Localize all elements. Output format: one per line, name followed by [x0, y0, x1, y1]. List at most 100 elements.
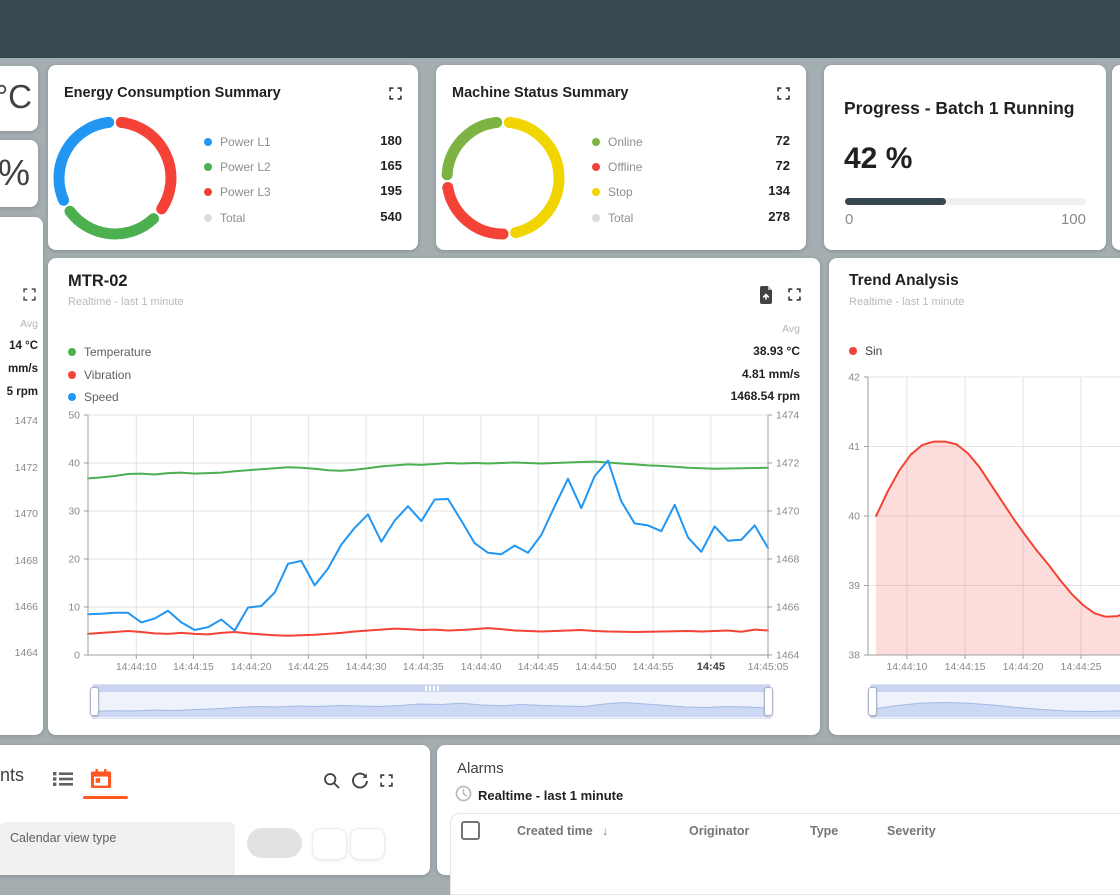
- legend-row[interactable]: Power L1180: [204, 133, 402, 149]
- fullscreen-icon[interactable]: [23, 288, 36, 301]
- axis-label: 1474: [15, 415, 38, 427]
- svg-text:14:44:25: 14:44:25: [1061, 661, 1102, 673]
- select-all-checkbox[interactable]: [461, 821, 480, 840]
- legend-value-partial: 14 °C: [9, 340, 38, 352]
- svg-text:10: 10: [68, 602, 80, 614]
- card-right-partial: [1112, 65, 1120, 250]
- card-energy-consumption-summary: Energy Consumption Summary Power L1180 P…: [48, 65, 418, 250]
- legend-row[interactable]: Vibration4.81 mm/s: [68, 366, 800, 382]
- svg-text:40: 40: [68, 458, 80, 470]
- navigator-track[interactable]: [871, 685, 1120, 692]
- svg-text:14:44:40: 14:44:40: [461, 661, 502, 673]
- avg-column-label: Avg: [20, 318, 38, 330]
- legend-row[interactable]: Total540: [204, 209, 402, 225]
- refresh-icon[interactable]: [351, 772, 369, 790]
- legend-row[interactable]: Online72: [592, 133, 790, 149]
- legend-value-partial: mm/s: [8, 363, 38, 375]
- column-header-type[interactable]: Type: [810, 824, 838, 838]
- svg-text:39: 39: [848, 580, 860, 592]
- navigator-handle-left[interactable]: [868, 687, 877, 716]
- axis-label: 1466: [15, 601, 38, 613]
- card-temperature-unit-partial: °C: [0, 66, 38, 131]
- card-progress-batch: Progress - Batch 1 Running 42 % 0 100: [824, 65, 1106, 250]
- svg-text:40: 40: [848, 511, 860, 523]
- svg-text:20: 20: [68, 554, 80, 566]
- svg-text:1468: 1468: [776, 554, 800, 566]
- fullscreen-icon[interactable]: [788, 288, 801, 301]
- progress-min-label: 0: [845, 211, 853, 228]
- calendar-toolbar-button[interactable]: [350, 828, 385, 860]
- active-tab-indicator: [83, 796, 128, 799]
- calendar-view-type-field[interactable]: Calendar view type: [0, 822, 235, 875]
- legend-value: 278: [768, 209, 790, 225]
- legend-value-partial: 5 rpm: [7, 386, 38, 398]
- legend-dot: [592, 214, 600, 222]
- card-title: Trend Analysis: [849, 272, 959, 290]
- clock-icon: [455, 785, 472, 802]
- temperature-unit-label: °C: [0, 78, 32, 116]
- legend-value: 195: [380, 183, 402, 199]
- export-file-icon[interactable]: [758, 285, 774, 305]
- calendar-view-icon[interactable]: [90, 768, 112, 790]
- legend-dot: [204, 138, 212, 146]
- axis-label: 1468: [15, 555, 38, 567]
- legend-label: Stop: [608, 185, 633, 199]
- fullscreen-icon[interactable]: [777, 87, 790, 100]
- card-title-fragment: nts: [0, 765, 24, 786]
- search-icon[interactable]: [323, 772, 341, 790]
- column-header-originator[interactable]: Originator: [689, 824, 749, 838]
- fullscreen-icon[interactable]: [389, 87, 402, 100]
- chart-navigator[interactable]: [92, 684, 771, 719]
- svg-text:14:44:30: 14:44:30: [346, 661, 387, 673]
- legend-row[interactable]: Total278: [592, 209, 790, 225]
- calendar-toolbar-button[interactable]: [312, 828, 347, 860]
- progress-bar-fill: [845, 198, 946, 205]
- svg-text:14:45: 14:45: [697, 661, 725, 673]
- navigator-handle-left[interactable]: [90, 687, 99, 716]
- legend-dot: [592, 163, 600, 171]
- sort-descending-icon[interactable]: ↓: [602, 824, 608, 838]
- legend-dot: [204, 214, 212, 222]
- navigator-handle-right[interactable]: [764, 687, 773, 716]
- timeseries-chart: 0102030405014641466146814701472147414:44…: [48, 408, 820, 683]
- legend-avg-value: 4.81 mm/s: [742, 366, 800, 382]
- timewindow-label[interactable]: Realtime - last 1 minute: [478, 788, 623, 803]
- svg-text:1464: 1464: [776, 650, 800, 662]
- card-title: Progress - Batch 1 Running: [844, 98, 1074, 119]
- column-header-severity[interactable]: Severity: [887, 824, 936, 838]
- svg-text:14:44:55: 14:44:55: [633, 661, 674, 673]
- svg-text:1466: 1466: [776, 602, 800, 614]
- navigator-track[interactable]: [93, 685, 770, 692]
- legend-avg-value: 38.93 °C: [753, 343, 800, 359]
- svg-text:14:44:20: 14:44:20: [1003, 661, 1044, 673]
- legend-row[interactable]: Speed1468.54 rpm: [68, 388, 800, 404]
- legend-row[interactable]: Sin: [849, 342, 1113, 358]
- column-header-created-time[interactable]: Created time ↓: [517, 824, 608, 838]
- legend-dot: [68, 393, 76, 401]
- svg-text:1474: 1474: [776, 410, 800, 422]
- svg-text:1470: 1470: [776, 506, 800, 518]
- svg-text:14:44:15: 14:44:15: [173, 661, 214, 673]
- timewindow-label: Realtime - last 1 minute: [68, 296, 184, 308]
- svg-text:14:44:15: 14:44:15: [945, 661, 986, 673]
- legend-row[interactable]: Temperature38.93 °C: [68, 343, 800, 359]
- chart-navigator[interactable]: [870, 684, 1120, 719]
- fullscreen-icon[interactable]: [380, 774, 393, 787]
- svg-text:38: 38: [848, 650, 860, 662]
- legend-row[interactable]: Power L2165: [204, 158, 402, 174]
- legend-row[interactable]: Offline72: [592, 158, 790, 174]
- list-view-icon[interactable]: [53, 770, 73, 788]
- navigator-grip-icon[interactable]: [425, 686, 439, 691]
- legend-row[interactable]: Power L3195: [204, 183, 402, 199]
- legend-label: Power L1: [220, 135, 271, 149]
- svg-text:30: 30: [68, 506, 80, 518]
- calendar-toolbar-button[interactable]: [247, 828, 302, 858]
- svg-text:0: 0: [74, 650, 80, 662]
- svg-text:14:44:25: 14:44:25: [288, 661, 329, 673]
- svg-text:1472: 1472: [776, 458, 800, 470]
- legend-row[interactable]: Stop134: [592, 183, 790, 199]
- legend-value: 72: [776, 133, 790, 149]
- energy-donut-chart: [40, 103, 190, 253]
- card-left-chart-partial: Avg 14 °C mm/s 5 rpm 1474 1472 1470 1468…: [0, 217, 43, 735]
- card-scheduled-events-partial: nts Calendar view type: [0, 745, 430, 875]
